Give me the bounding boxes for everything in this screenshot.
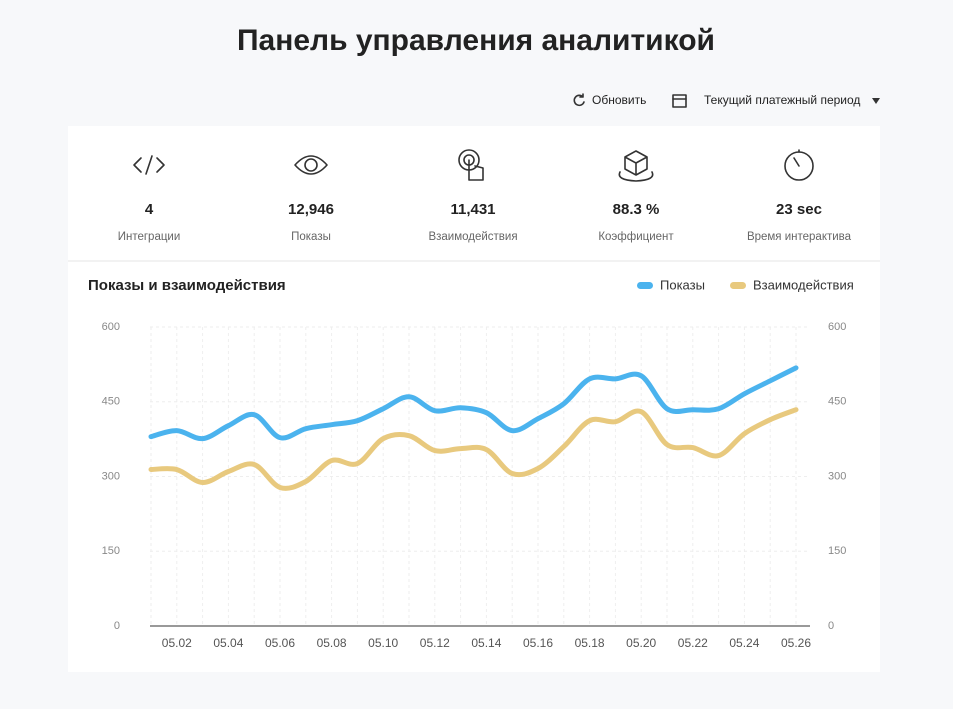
legend-swatch [730, 282, 746, 289]
stat-label: Показы [291, 231, 331, 243]
period-select[interactable]: Текущий платежный период [672, 93, 880, 108]
stat-value: 88.3 % [613, 201, 660, 218]
x-tick-label: 05.24 [729, 636, 759, 650]
x-tick-label: 05.22 [678, 636, 708, 650]
stat-value: 4 [145, 201, 154, 218]
x-tick-label: 05.14 [471, 636, 501, 650]
refresh-label: Обновить [592, 93, 646, 107]
x-tick-label: 05.08 [317, 636, 347, 650]
stat-value: 12,946 [288, 201, 334, 218]
x-tick-label: 05.16 [523, 636, 553, 650]
y-tick-label: 450 [102, 396, 120, 408]
cube-icon [618, 150, 654, 182]
eye-icon [294, 155, 328, 175]
code-icon [133, 155, 165, 175]
x-tick-label: 05.18 [575, 636, 605, 650]
stat-value: 23 sec [776, 201, 822, 218]
stat-label: Время интерактива [747, 231, 852, 243]
legend-label: Показы [660, 277, 705, 292]
period-label: Текущий платежный период [704, 93, 860, 107]
refresh-button[interactable]: Обновить [573, 93, 646, 107]
calendar-icon [672, 94, 687, 108]
y2-tick-label: 0 [828, 620, 834, 632]
stat-label: Коэффициент [598, 231, 674, 243]
timer-icon [784, 149, 814, 181]
touch-icon [458, 149, 484, 181]
chart-title: Показы и взаимодействия [88, 277, 286, 294]
x-tick-label: 05.20 [626, 636, 656, 650]
legend-swatch [637, 282, 653, 289]
x-tick-label: 05.06 [265, 636, 295, 650]
y-tick-label: 600 [102, 321, 120, 333]
y-tick-label: 300 [102, 470, 120, 482]
x-tick-label: 05.10 [368, 636, 398, 650]
y2-tick-label: 300 [828, 470, 846, 482]
stat-label: Взаимодействия [428, 231, 517, 243]
x-tick-label: 05.12 [420, 636, 450, 650]
stat-value: 11,431 [450, 201, 495, 218]
refresh-icon [573, 93, 585, 107]
page-title: Панель управления аналитикой [237, 24, 715, 57]
y2-tick-label: 450 [828, 396, 846, 408]
series-line [148, 365, 799, 442]
y-tick-label: 0 [114, 620, 120, 632]
y2-tick-label: 600 [828, 321, 846, 333]
y2-tick-label: 150 [828, 545, 846, 557]
y-tick-label: 150 [102, 545, 120, 557]
stat-label: Интеграции [118, 231, 181, 243]
dropdown-arrow [872, 98, 880, 104]
x-tick-label: 05.26 [781, 636, 811, 650]
series-line [148, 407, 799, 491]
x-tick-label: 05.04 [213, 636, 243, 650]
x-tick-label: 05.02 [162, 636, 192, 650]
legend-label: Взаимодействия [753, 277, 854, 292]
